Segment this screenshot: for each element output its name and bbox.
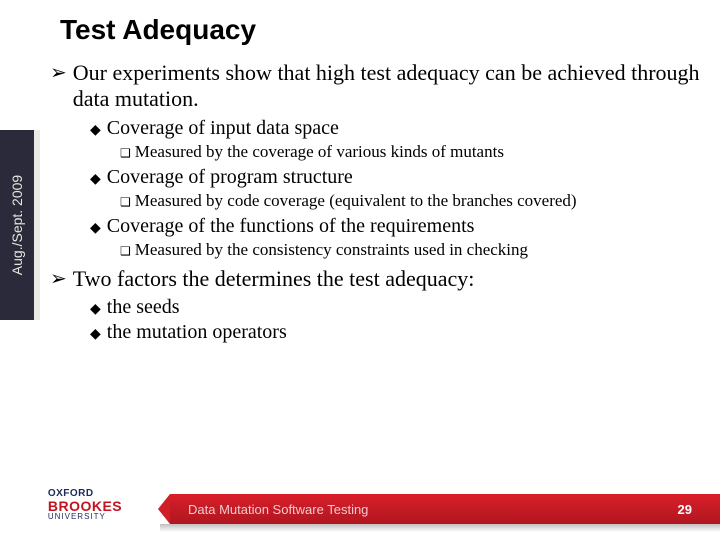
footer-logo: OXFORD BROOKES UNIVERSITY (0, 486, 170, 524)
arrow-icon: ➢ (50, 60, 67, 86)
bullet-2-2-text: the mutation operators (107, 321, 287, 344)
square-icon: ❑ (120, 195, 131, 209)
footer-page-number: 29 (678, 502, 720, 517)
bullet-1-1-1: ❑ Measured by the coverage of various ki… (120, 142, 700, 162)
bullet-2-1: ◆ the seeds (90, 296, 700, 319)
content-area: ➢ Our experiments show that high test ad… (50, 60, 700, 346)
diamond-icon: ◆ (90, 325, 101, 342)
bullet-1-3: ◆ Coverage of the functions of the requi… (90, 215, 700, 238)
bullet-1-2-1-text: Measured by code coverage (equivalent to… (135, 191, 577, 211)
diamond-icon: ◆ (90, 219, 101, 236)
bullet-1-2-1: ❑ Measured by code coverage (equivalent … (120, 191, 700, 211)
bullet-1: ➢ Our experiments show that high test ad… (50, 60, 700, 113)
bullet-2: ➢ Two factors the determines the test ad… (50, 266, 700, 292)
square-icon: ❑ (120, 244, 131, 258)
bullet-2-text: Two factors the determines the test adeq… (73, 266, 475, 292)
diamond-icon: ◆ (90, 121, 101, 138)
footer: OXFORD BROOKES UNIVERSITY Data Mutation … (0, 492, 720, 540)
bullet-1-3-1: ❑ Measured by the consistency constraint… (120, 240, 700, 260)
logo-line-2: BROOKES (48, 499, 122, 513)
square-icon: ❑ (120, 146, 131, 160)
diamond-icon: ◆ (90, 170, 101, 187)
footer-shadow (160, 524, 720, 532)
diamond-icon: ◆ (90, 300, 101, 317)
bullet-1-3-1-text: Measured by the consistency constraints … (135, 240, 528, 260)
bullet-1-2-text: Coverage of program structure (107, 166, 353, 189)
bullet-1-text: Our experiments show that high test adeq… (73, 60, 700, 113)
bullet-1-1-1-text: Measured by the coverage of various kind… (135, 142, 504, 162)
logo-line-3: UNIVERSITY (48, 513, 122, 521)
bullet-2-2: ◆ the mutation operators (90, 321, 700, 344)
side-date-label: Aug./Sept. 2009 (9, 175, 25, 275)
side-date-block: Aug./Sept. 2009 (0, 130, 40, 320)
bullet-1-2: ◆ Coverage of program structure (90, 166, 700, 189)
slide: Test Adequacy Aug./Sept. 2009 ➢ Our expe… (0, 0, 720, 540)
bullet-1-1-text: Coverage of input data space (107, 117, 339, 140)
slide-title: Test Adequacy (60, 14, 256, 46)
arrow-icon: ➢ (50, 266, 67, 292)
bullet-1-3-text: Coverage of the functions of the require… (107, 215, 475, 238)
bullet-1-1: ◆ Coverage of input data space (90, 117, 700, 140)
footer-title: Data Mutation Software Testing (188, 502, 678, 517)
footer-bar-red: Data Mutation Software Testing 29 (170, 494, 720, 524)
bullet-2-1-text: the seeds (107, 296, 180, 319)
